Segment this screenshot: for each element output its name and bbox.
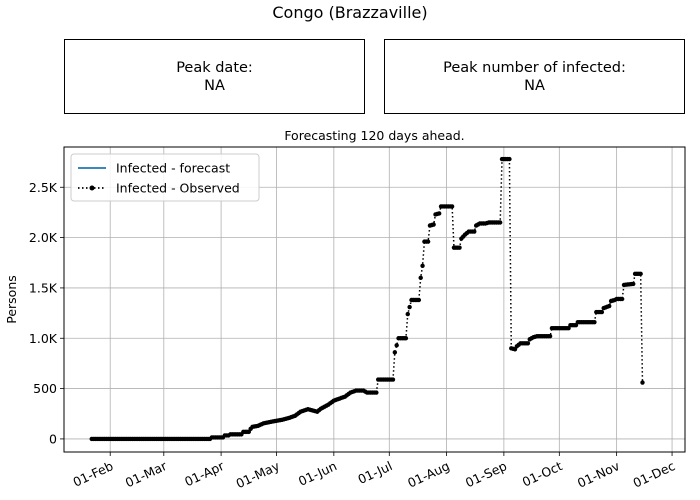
axes-layer: 01-Feb 01-Mar 01-Apr 01-May 01-Jun 01-Jul 01-A…: [29, 180, 678, 492]
x-tick-label: 01-May: [234, 458, 283, 491]
legend-observed-marker: [89, 185, 95, 191]
y-tick-label: 0: [49, 431, 57, 446]
observed-data-point: [592, 319, 597, 325]
peak-infected-box: Peak number of infected: NA: [384, 39, 685, 114]
x-tick-label: 01-Jul: [355, 458, 394, 487]
x-tick-label: 01-Oct: [520, 458, 565, 490]
observed-data-point: [420, 263, 425, 268]
series-layer: [89, 156, 645, 442]
peak-infected-label: Peak number of infected:: [443, 59, 626, 76]
observed-data-point: [472, 229, 477, 234]
observed-data-point: [374, 390, 379, 395]
observed-data-point: [457, 245, 462, 250]
y-axis-label: Persons: [4, 275, 19, 324]
peak-date-label: Peak date:: [176, 59, 253, 76]
observed-data-point: [640, 380, 645, 385]
x-tick-label: 01-Jun: [296, 458, 339, 489]
observed-data-point: [392, 350, 398, 355]
observed-data-point: [407, 304, 412, 310]
peak-infected-value: NA: [524, 77, 545, 94]
legend: Infected - forecast Infected - Observed: [70, 153, 260, 202]
observed-data-point: [390, 377, 396, 382]
observed-data-point: [631, 281, 636, 287]
legend-box: [70, 153, 260, 202]
observed-data-point: [394, 343, 399, 348]
observed-data-point: [525, 341, 531, 346]
observed-data-point: [619, 296, 625, 302]
observed-data-point: [507, 156, 512, 162]
observed-data-point: [607, 303, 612, 309]
y-tick-label: 1.5K: [29, 280, 58, 295]
observed-data-point: [436, 211, 442, 216]
observed-data-point: [405, 311, 410, 317]
legend-observed-label: Infected - Observed: [116, 181, 240, 196]
peak-date-box: Peak date: NA: [64, 39, 365, 114]
y-tick-label: 500: [33, 381, 57, 396]
x-tick-label: 01-Sep: [463, 458, 509, 490]
x-tick-label: 01-Mar: [123, 458, 170, 491]
y-tick-label: 1.0K: [29, 331, 58, 346]
figure-title: Congo (Brazzaville): [272, 3, 428, 22]
plot-frame: [63, 146, 686, 453]
observed-data-point: [497, 220, 503, 225]
observed-data-point: [638, 271, 643, 277]
x-tick-label: 01-Apr: [182, 458, 227, 490]
x-tick-label: 01-Nov: [575, 458, 622, 491]
observed-data-point: [599, 309, 605, 315]
observed-data-point: [418, 275, 423, 281]
observed-data-point: [431, 222, 436, 227]
observed-data-point: [449, 204, 455, 209]
x-tick-label: 01-Dec: [631, 458, 678, 490]
observed-data-point: [425, 239, 431, 244]
legend-forecast-label: Infected - forecast: [116, 161, 230, 176]
chart-title: Forecasting 120 days ahead.: [284, 128, 465, 143]
peak-date-value: NA: [204, 77, 225, 94]
y-tick-label: 2.0K: [29, 230, 58, 245]
observed-data-point: [547, 334, 553, 339]
observed-data-point: [416, 297, 422, 303]
y-tick-label: 2.5K: [29, 180, 58, 195]
observed-data-point: [403, 336, 409, 341]
x-tick-label: 01-Feb: [71, 458, 116, 490]
x-tick-label: 01-Aug: [405, 458, 452, 490]
observed-series-line: [91, 158, 644, 440]
